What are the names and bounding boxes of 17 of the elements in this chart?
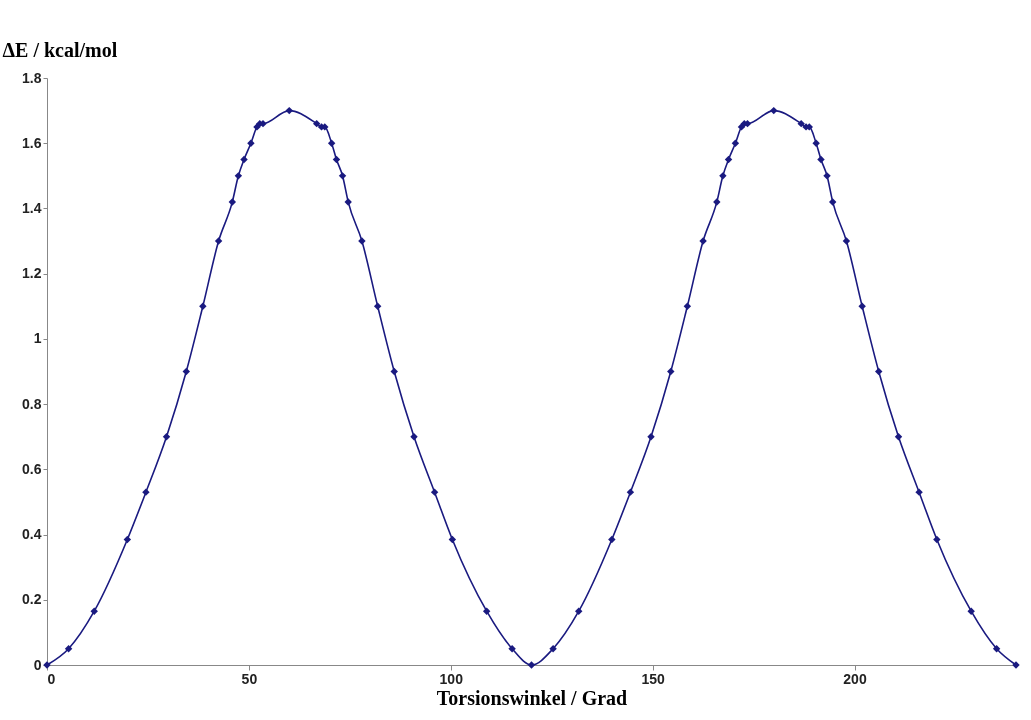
y-tick-label: 0.8 (22, 395, 42, 412)
y-tick-label: 1.4 (22, 199, 42, 216)
y-tick-label: 1.2 (22, 265, 42, 282)
y-tick-label: 1 (33, 330, 42, 347)
y-tick-label: 0 (33, 656, 42, 673)
x-tick-label: 100 (439, 670, 464, 687)
x-tick-label: 150 (641, 670, 666, 687)
x-axis-title: Torsionswinkel / Grad (436, 686, 628, 709)
y-tick-label: 0.6 (22, 460, 42, 477)
y-tick-label: 1.6 (22, 134, 42, 151)
y-tick-label: 1.8 (22, 69, 42, 86)
y-axis-title: ΔE / kcal/mol (2, 38, 118, 61)
y-tick-label: 0.4 (22, 526, 42, 543)
x-tick-label: 200 (843, 670, 867, 687)
y-tick-label: 0.2 (22, 591, 42, 608)
x-tick-label: 0 (47, 670, 56, 687)
x-tick-label: 50 (241, 670, 258, 687)
